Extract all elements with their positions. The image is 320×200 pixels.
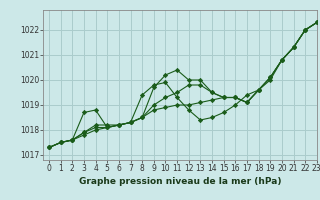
X-axis label: Graphe pression niveau de la mer (hPa): Graphe pression niveau de la mer (hPa) [79,177,281,186]
